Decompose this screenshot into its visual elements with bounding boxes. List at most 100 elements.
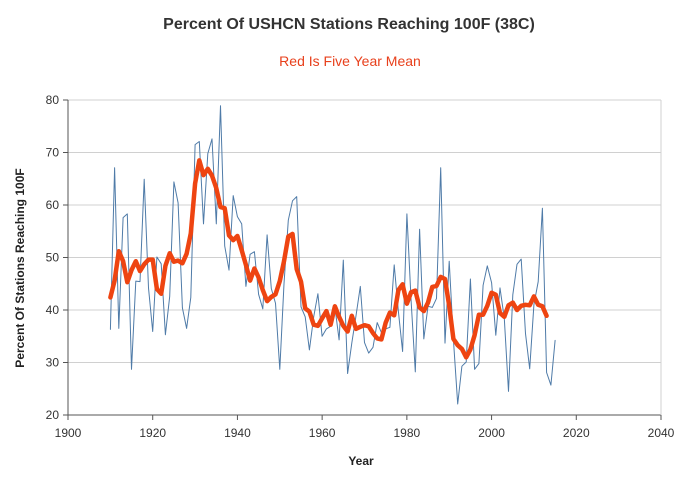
mean-point	[245, 264, 246, 265]
data-point	[228, 270, 229, 271]
mean-point	[423, 311, 424, 312]
mean-point	[279, 281, 280, 282]
data-point	[394, 264, 395, 265]
data-point	[262, 308, 263, 309]
mean-point	[339, 316, 340, 317]
data-point	[211, 138, 212, 139]
mean-point	[478, 314, 479, 315]
mean-point	[220, 207, 221, 208]
x-tick-label: 1960	[309, 426, 336, 440]
data-point	[250, 254, 251, 255]
data-point	[440, 167, 441, 168]
mean-point	[385, 322, 386, 323]
mean-point	[203, 175, 204, 176]
data-point	[288, 220, 289, 221]
mean-point	[542, 306, 543, 307]
data-point	[207, 153, 208, 154]
mean-point	[296, 269, 297, 270]
data-point	[156, 256, 157, 257]
data-point	[533, 304, 534, 305]
y-tick-label: 50	[46, 251, 60, 265]
data-point	[190, 297, 191, 298]
data-point	[139, 281, 140, 282]
mean-point	[118, 251, 119, 252]
data-point	[478, 363, 479, 364]
mean-point	[258, 277, 259, 278]
mean-point	[144, 264, 145, 265]
x-axis-tick-labels: 1900 1920 1940 1960 1980 2000 2020 2040	[55, 426, 675, 440]
chart-title: Percent Of USHCN Stations Reaching 100F …	[163, 16, 535, 33]
mean-point	[360, 326, 361, 327]
data-point	[237, 216, 238, 217]
mean-point	[364, 325, 365, 326]
mean-point	[131, 270, 132, 271]
mean-point	[169, 253, 170, 254]
mean-point	[466, 357, 467, 358]
chart-subtitle: Red Is Five Year Mean	[279, 53, 421, 69]
mean-point	[368, 326, 369, 327]
data-point	[114, 167, 115, 168]
data-point	[483, 285, 484, 286]
mean-point	[406, 303, 407, 304]
mean-point	[546, 315, 547, 316]
mean-point	[394, 315, 395, 316]
x-tick-label: 2000	[478, 426, 505, 440]
y-axis-label: Percent Of Stations Reaching 100F	[13, 168, 27, 367]
mean-point	[427, 302, 428, 303]
mean-point	[372, 333, 373, 334]
y-tick-label: 70	[46, 146, 60, 160]
mean-point	[199, 160, 200, 161]
data-point	[499, 287, 500, 288]
mean-point	[322, 318, 323, 319]
mean-point	[271, 296, 272, 297]
data-point	[364, 342, 365, 343]
data-point	[372, 347, 373, 348]
mean-point	[355, 328, 356, 329]
data-point	[296, 196, 297, 197]
data-point	[123, 217, 124, 218]
data-point	[542, 208, 543, 209]
five-year-mean-line	[108, 158, 549, 360]
data-point	[110, 329, 111, 330]
mean-point	[415, 290, 416, 291]
data-point	[444, 343, 445, 344]
mean-point	[228, 235, 229, 236]
mean-point	[470, 349, 471, 350]
mean-point	[135, 261, 136, 262]
mean-point	[343, 325, 344, 326]
data-point	[474, 369, 475, 370]
x-tick-label: 2020	[563, 426, 590, 440]
mean-point	[250, 280, 251, 281]
x-tick-label: 1980	[394, 426, 421, 440]
data-point	[161, 263, 162, 264]
mean-point	[457, 345, 458, 346]
mean-point	[512, 302, 513, 303]
x-axis-label: Year	[348, 454, 374, 468]
data-point	[322, 336, 323, 337]
mean-point	[449, 305, 450, 306]
mean-point	[453, 338, 454, 339]
data-point	[508, 391, 509, 392]
series-group	[108, 105, 556, 405]
y-tick-label: 30	[46, 356, 60, 370]
data-point	[317, 293, 318, 294]
mean-point	[127, 282, 128, 283]
mean-point	[262, 290, 263, 291]
mean-point	[377, 338, 378, 339]
y-tick-label: 20	[46, 408, 60, 422]
mean-point	[190, 233, 191, 234]
annual-percent-line	[109, 105, 556, 405]
data-point	[495, 335, 496, 336]
data-point	[254, 251, 255, 252]
mean-point	[444, 278, 445, 279]
data-point	[203, 223, 204, 224]
mean-point	[309, 311, 310, 312]
y-axis-tick-labels: 20 30 40 50 60 70 80	[46, 93, 60, 422]
data-point	[178, 202, 179, 203]
data-point	[436, 298, 437, 299]
data-point	[326, 328, 327, 329]
data-point	[224, 245, 225, 246]
data-point	[389, 327, 390, 328]
mean-point	[237, 235, 238, 236]
mean-point	[461, 348, 462, 349]
